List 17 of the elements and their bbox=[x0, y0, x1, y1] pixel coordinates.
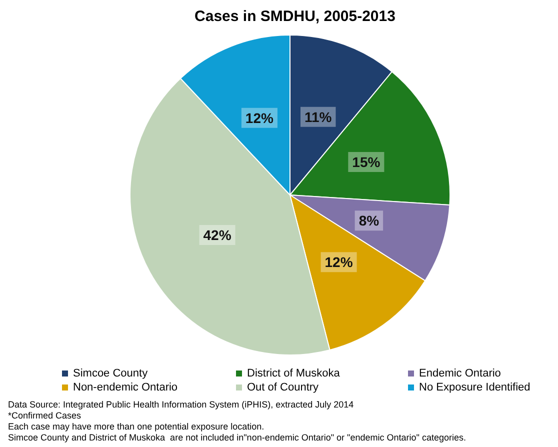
text: Simcoe County and District of Muskoka are not included in"non-endemic Ontario" or "endemic Ontario" categories. bbox=[8, 432, 466, 442]
legend-label: No Exposure Identified bbox=[419, 382, 530, 394]
text: Each case may have more than one potential exposure location. bbox=[8, 422, 264, 432]
data-label: 11% bbox=[304, 108, 332, 125]
legend-label: Out of Country bbox=[247, 382, 320, 394]
data-label: 12% bbox=[245, 110, 274, 126]
legend-label: Simcoe County bbox=[73, 368, 148, 380]
chart-title: Cases in SMDHU, 2005-2013 bbox=[194, 8, 396, 25]
legend-label: Endemic Ontario bbox=[419, 368, 501, 380]
legend-label: Non-endemic Ontario bbox=[73, 382, 178, 394]
source-note: Data Source: Integrated Public Health Information System (iPHIS), extracted July 2014 bbox=[8, 400, 354, 410]
data-label: 8% bbox=[358, 212, 380, 229]
data-label: 12% bbox=[324, 254, 354, 270]
data-label: 15% bbox=[352, 154, 381, 170]
data-label: 42% bbox=[203, 226, 232, 243]
legend-label: District of Muskoka bbox=[247, 368, 341, 380]
text: *Confirmed Cases bbox=[8, 410, 82, 420]
